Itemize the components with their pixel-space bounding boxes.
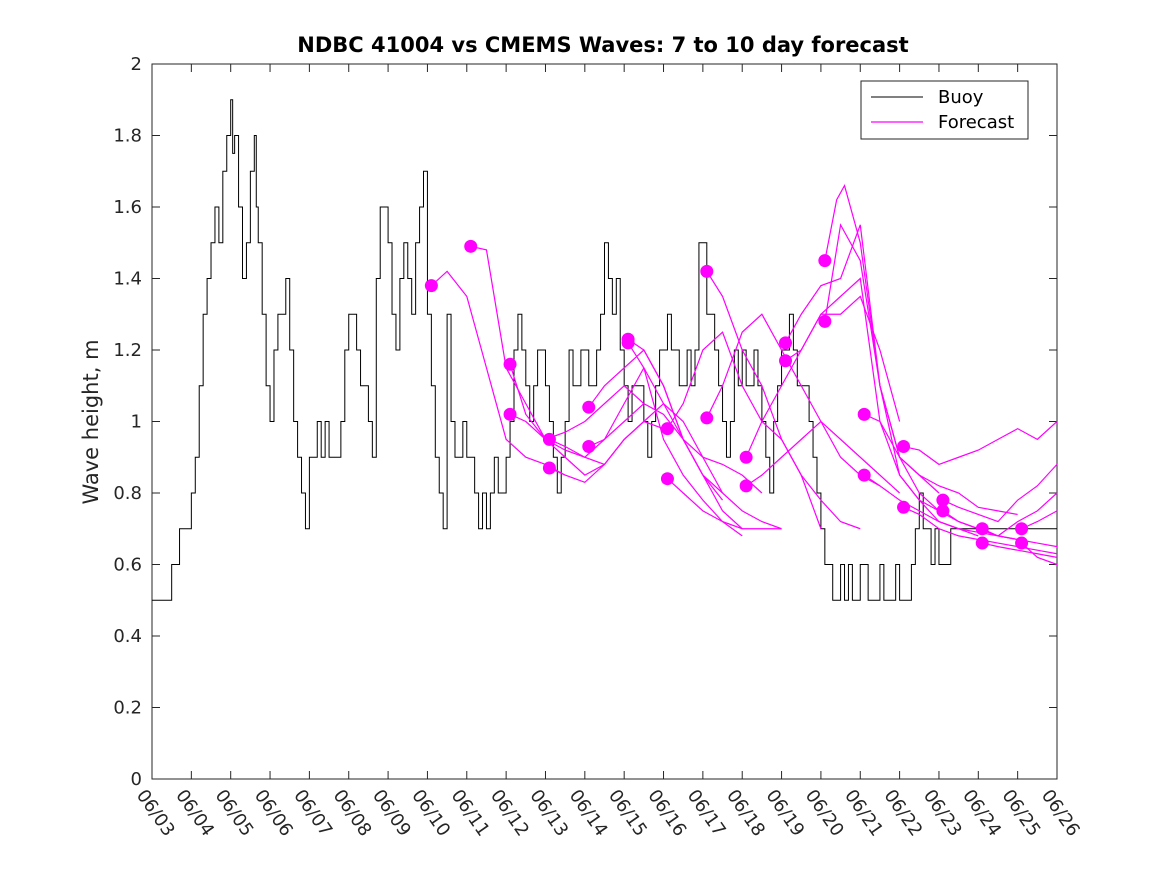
y-tick-label: 0.6 bbox=[113, 555, 142, 576]
forecast-run-line bbox=[981, 492, 1058, 537]
x-tick-label: 06/03 bbox=[132, 786, 179, 841]
x-tick-label: 06/05 bbox=[211, 786, 258, 841]
x-tick-label: 06/25 bbox=[998, 786, 1045, 841]
forecast-start-marker bbox=[660, 472, 674, 486]
y-tick-label: 1.2 bbox=[113, 340, 142, 361]
forecast-run-line bbox=[588, 349, 743, 530]
x-tick-label: 06/06 bbox=[250, 786, 297, 841]
x-tick-label: 06/13 bbox=[525, 786, 572, 841]
forecast-run-line bbox=[549, 402, 724, 494]
x-tick-label: 06/11 bbox=[447, 786, 494, 841]
forecast-run-line bbox=[1021, 542, 1058, 566]
forecast-start-marker bbox=[542, 432, 556, 446]
forecast-run-line bbox=[982, 542, 1058, 558]
forecast-start-marker bbox=[857, 468, 871, 482]
y-tick-label: 0.4 bbox=[113, 626, 142, 647]
forecast-start-marker bbox=[621, 336, 635, 350]
chart-title: NDBC 41004 vs CMEMS Waves: 7 to 10 day f… bbox=[297, 33, 908, 57]
forecast-start-marker bbox=[582, 400, 596, 414]
forecast-run-line bbox=[745, 420, 901, 494]
forecast-start-marker bbox=[897, 440, 911, 454]
forecast-start-marker bbox=[975, 536, 989, 550]
x-tick-label: 06/15 bbox=[604, 786, 651, 841]
forecast-start-marker bbox=[779, 354, 792, 368]
forecast-run-line bbox=[942, 463, 1058, 523]
forecast-start-marker bbox=[779, 336, 792, 350]
forecast-run-line bbox=[549, 366, 724, 501]
x-tick-label: 06/23 bbox=[919, 786, 966, 841]
x-tick-label: 06/19 bbox=[761, 786, 808, 841]
y-tick-label: 1.8 bbox=[113, 126, 142, 147]
forecast-start-marker bbox=[700, 264, 714, 278]
x-tick-label: 06/12 bbox=[486, 786, 533, 841]
forecast-run-line bbox=[509, 364, 645, 441]
forecast-run-line bbox=[430, 270, 566, 476]
forecast-run-line bbox=[863, 474, 1018, 541]
forecast-start-marker bbox=[739, 479, 753, 493]
forecast-start-marker bbox=[857, 407, 871, 421]
y-tick-label: 1.6 bbox=[113, 197, 142, 218]
forecast-start-marker bbox=[542, 461, 556, 475]
x-tick-label: 06/17 bbox=[683, 786, 730, 841]
forecast-start-marker bbox=[503, 407, 517, 421]
forecast-run-line bbox=[903, 421, 1058, 466]
x-tick-label: 06/24 bbox=[958, 786, 1005, 841]
forecast-start-marker bbox=[503, 357, 517, 371]
forecast-start-marker bbox=[739, 450, 753, 464]
x-tick-label: 06/26 bbox=[1037, 786, 1084, 841]
x-tick-label: 06/22 bbox=[880, 786, 927, 841]
x-tick-label: 06/08 bbox=[329, 786, 376, 841]
forecast-start-marker bbox=[897, 500, 911, 514]
y-tick-label: 0 bbox=[131, 769, 142, 790]
legend-forecast-label: Forecast bbox=[938, 112, 1014, 133]
forecast-run-line bbox=[863, 413, 1018, 516]
x-tick-label: 06/18 bbox=[722, 786, 769, 841]
x-tick-label: 06/09 bbox=[368, 786, 415, 841]
x-tick-label: 06/07 bbox=[289, 786, 336, 841]
forecast-start-marker bbox=[818, 254, 832, 268]
y-tick-label: 0.8 bbox=[113, 483, 142, 504]
forecast-start-marker bbox=[1015, 522, 1029, 536]
x-tick-label: 06/14 bbox=[565, 786, 612, 841]
y-axis-label: Wave height, m bbox=[79, 339, 103, 504]
legend-buoy-label: Buoy bbox=[938, 87, 984, 108]
forecast-start-marker bbox=[936, 493, 950, 507]
x-tick-label: 06/20 bbox=[801, 786, 848, 841]
forecast-run-line bbox=[627, 342, 782, 530]
x-tick-label: 06/21 bbox=[840, 786, 887, 841]
legend-box bbox=[860, 80, 1029, 140]
forecast-start-marker bbox=[936, 504, 950, 518]
forecast-start-marker bbox=[424, 279, 438, 293]
forecast-start-marker bbox=[818, 314, 832, 328]
forecast-start-marker bbox=[700, 411, 714, 425]
x-tick-label: 06/16 bbox=[643, 786, 690, 841]
plot-area: 00.20.40.60.811.21.41.61.8206/0306/0406/… bbox=[113, 54, 1084, 840]
legend: Buoy Forecast bbox=[860, 80, 1029, 140]
y-tick-label: 1.4 bbox=[113, 269, 142, 290]
forecast-start-marker bbox=[582, 440, 596, 454]
forecast-run-line bbox=[784, 224, 940, 494]
forecast-start-marker bbox=[975, 522, 989, 536]
y-tick-label: 1 bbox=[131, 412, 142, 433]
y-tick-label: 2 bbox=[131, 54, 142, 75]
forecast-start-marker bbox=[1015, 536, 1029, 550]
x-tick-label: 06/04 bbox=[171, 786, 218, 841]
forecast-run-line bbox=[667, 478, 743, 537]
forecast-start-marker bbox=[464, 239, 478, 253]
buoy-series-line bbox=[152, 99, 1057, 601]
axes-box bbox=[151, 63, 1058, 780]
forecast-run-line bbox=[627, 338, 782, 530]
y-tick-label: 0.2 bbox=[113, 698, 142, 719]
forecast-run-line bbox=[706, 271, 861, 530]
forecast-start-marker bbox=[660, 422, 674, 436]
x-tick-label: 06/10 bbox=[407, 786, 454, 841]
